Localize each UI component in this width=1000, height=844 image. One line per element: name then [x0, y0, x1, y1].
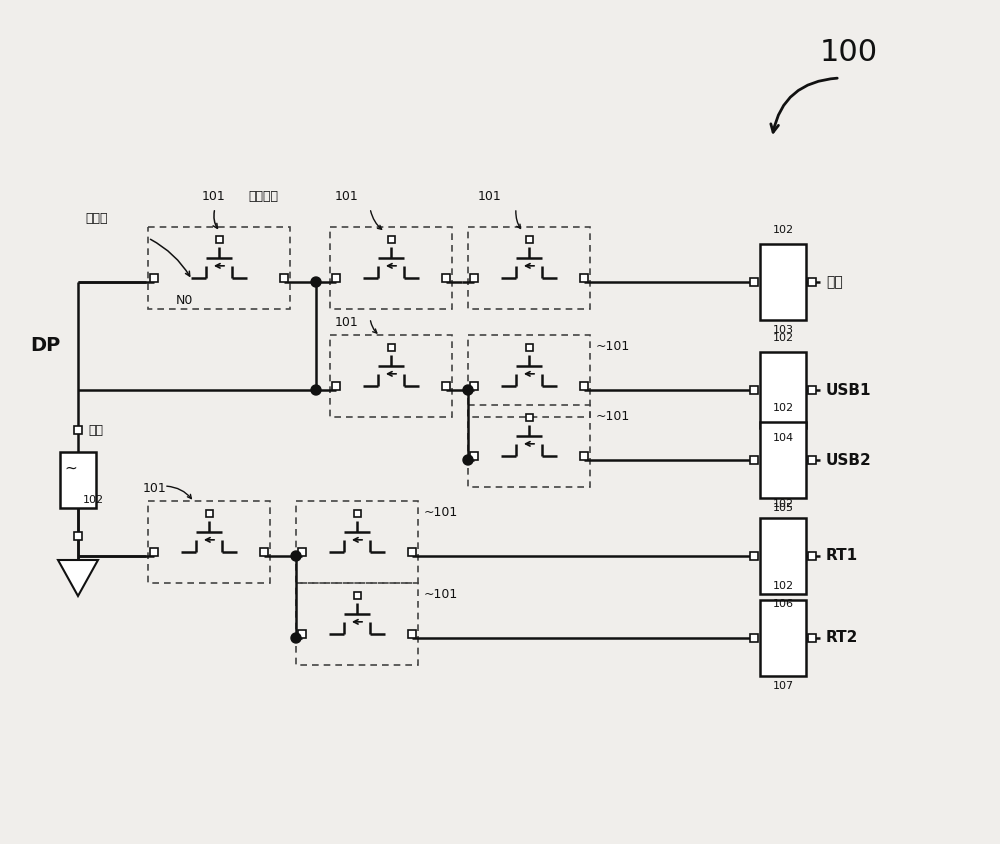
Bar [760, 600, 806, 676]
Circle shape [311, 385, 321, 395]
Bar [750, 456, 758, 464]
Bar [468, 227, 590, 309]
Text: RT2: RT2 [826, 630, 858, 646]
Text: ~101: ~101 [596, 339, 630, 353]
Text: 开关电路: 开关电路 [248, 190, 278, 203]
Bar [150, 273, 158, 282]
Circle shape [291, 551, 301, 561]
Text: 102: 102 [772, 225, 794, 235]
Bar [74, 532, 82, 540]
Bar [60, 452, 96, 508]
Circle shape [291, 633, 301, 643]
Bar [280, 273, 288, 282]
Bar [442, 381, 450, 390]
Bar [408, 630, 416, 638]
Text: USB2: USB2 [826, 452, 872, 468]
Text: 104: 104 [772, 433, 794, 443]
Bar [298, 548, 306, 556]
Bar [74, 426, 82, 434]
Bar [470, 381, 478, 390]
Text: 107: 107 [772, 681, 794, 691]
Bar [354, 592, 361, 599]
Bar [760, 244, 806, 320]
Text: DP: DP [30, 336, 60, 354]
Bar [808, 552, 816, 560]
Bar [298, 630, 306, 638]
Bar [408, 548, 416, 556]
Bar [808, 278, 816, 286]
Text: 102: 102 [772, 581, 794, 591]
Bar [388, 344, 395, 351]
Text: 101: 101 [335, 316, 359, 328]
Text: RT1: RT1 [826, 549, 858, 564]
Bar [580, 381, 588, 390]
Bar [332, 381, 340, 390]
Bar [526, 414, 532, 421]
Text: ~: ~ [64, 461, 77, 475]
Bar [760, 352, 806, 428]
Bar [760, 422, 806, 498]
Bar [750, 386, 758, 394]
Text: 102: 102 [772, 499, 794, 509]
Text: 101: 101 [335, 190, 359, 203]
Text: 102: 102 [772, 403, 794, 413]
Text: 106: 106 [772, 599, 794, 609]
Text: ~101: ~101 [424, 506, 458, 518]
Bar [260, 548, 268, 556]
Text: ~101: ~101 [596, 409, 630, 423]
Bar [468, 405, 590, 487]
Text: 101: 101 [202, 190, 226, 203]
Bar [526, 344, 532, 351]
Text: USB1: USB1 [826, 382, 872, 398]
Bar [580, 273, 588, 282]
Bar [750, 634, 758, 642]
Bar [148, 501, 270, 583]
Bar [296, 583, 418, 665]
Text: 103: 103 [772, 325, 794, 335]
Bar [330, 335, 452, 417]
Circle shape [463, 455, 473, 465]
Text: 101: 101 [478, 190, 502, 203]
Bar [760, 518, 806, 594]
Bar [470, 452, 478, 460]
Bar [296, 501, 418, 583]
Text: 102: 102 [83, 495, 104, 505]
Bar [150, 548, 158, 556]
Bar [470, 273, 478, 282]
Bar [526, 236, 532, 243]
Text: 101: 101 [143, 481, 167, 495]
Bar [750, 278, 758, 286]
Text: N0: N0 [176, 295, 193, 307]
Bar [442, 273, 450, 282]
Text: 105: 105 [772, 503, 794, 513]
Bar [808, 386, 816, 394]
Text: 共用: 共用 [88, 424, 103, 436]
Bar [206, 511, 213, 517]
Text: 102: 102 [772, 333, 794, 343]
Bar [468, 335, 590, 417]
Circle shape [463, 385, 473, 395]
Text: 100: 100 [820, 37, 878, 67]
Bar [354, 511, 361, 517]
Bar [148, 227, 290, 309]
Text: ~101: ~101 [424, 587, 458, 600]
Bar [330, 227, 452, 309]
Bar [580, 452, 588, 460]
Bar [750, 552, 758, 560]
Bar [388, 236, 395, 243]
Bar [808, 634, 816, 642]
Text: 音频: 音频 [826, 275, 843, 289]
Bar [332, 273, 340, 282]
Text: 主开关: 主开关 [85, 212, 108, 225]
Polygon shape [58, 560, 98, 596]
Bar [808, 456, 816, 464]
Circle shape [311, 277, 321, 287]
Bar [216, 236, 223, 243]
